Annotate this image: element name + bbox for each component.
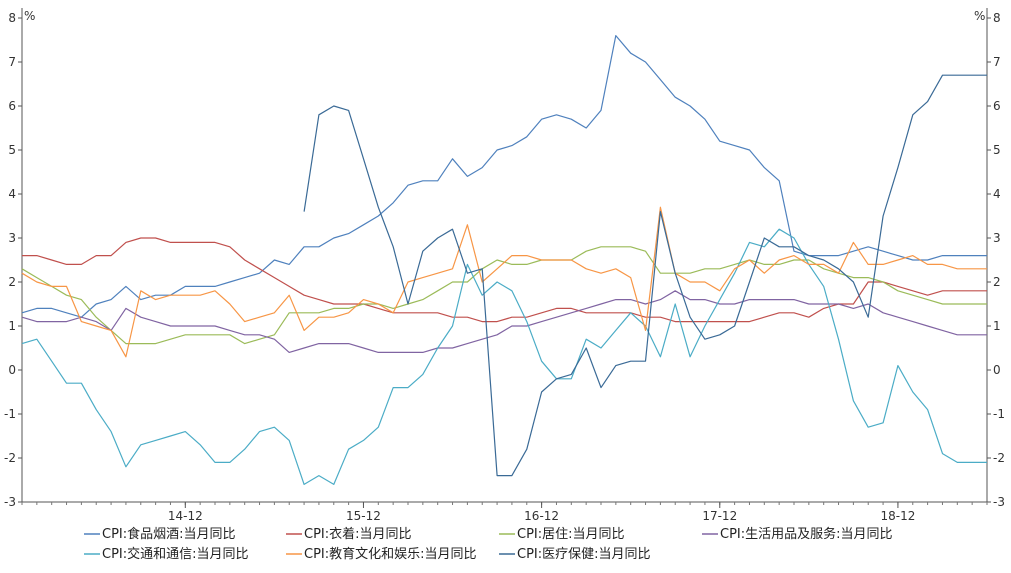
y-tick-label-left: 5	[8, 143, 16, 157]
legend: CPI:食品烟酒:当月同比 CPI:衣着:当月同比 CPI:居住:当月同比 CPI:生…	[84, 526, 893, 562]
y-tick-label-left: 7	[8, 55, 16, 69]
x-tick-label: 15-12	[346, 509, 381, 523]
legend-label-1: CPI:衣着:当月同比	[304, 526, 412, 542]
y-tick-label-left: 1	[8, 319, 16, 333]
legend-label-4: CPI:交通和通信:当月同比	[102, 546, 249, 562]
y-tick-label-right: 0	[993, 363, 1001, 377]
series-line-3	[21, 290, 987, 353]
y-tick-label-right: 2	[993, 275, 1001, 289]
y-tick-label-left: -1	[4, 407, 16, 421]
y-tick-label-left: 3	[8, 231, 16, 245]
y-tick-label-right: 7	[993, 55, 1001, 69]
y-tick-label-right: 5	[993, 143, 1001, 157]
y-tick-label-right: -1	[993, 407, 1005, 421]
y-tick-label-left: -2	[4, 451, 16, 465]
y-unit-right: %	[974, 9, 985, 23]
axes: % % -3 -3 -2 -2 -1 -1 0 0 1 1 2 2 3 3 4 4 5 5 6 6 7 7 8 8 14-12 15-…	[4, 8, 1005, 523]
y-unit-left: %	[24, 9, 35, 23]
y-tick-label-right: -2	[993, 451, 1005, 465]
x-tick-label: 14-12	[168, 509, 203, 523]
y-tick-label-right: 6	[993, 99, 1001, 113]
x-tick-label: 17-12	[702, 509, 737, 523]
y-tick-label-right: 8	[993, 11, 1001, 25]
y-tick-label-right: 1	[993, 319, 1001, 333]
y-tick-label-left: 8	[8, 11, 16, 25]
y-tick-label-left: 0	[8, 363, 16, 377]
x-tick-label: 16-12	[524, 509, 559, 523]
y-tick-label-left: 4	[8, 187, 16, 201]
legend-label-5: CPI:教育文化和娱乐:当月同比	[304, 546, 477, 562]
series-layer	[21, 35, 987, 485]
series-line-6	[303, 74, 987, 477]
y-tick-label-left: 2	[8, 275, 16, 289]
y-tick-label-right: 4	[993, 187, 1001, 201]
y-tick-label-left: -3	[4, 495, 16, 509]
legend-label-3: CPI:生活用品及服务:当月同比	[720, 526, 893, 542]
series-line-5	[21, 206, 987, 358]
x-tick-label: 18-12	[880, 509, 915, 523]
series-line-4	[21, 228, 987, 485]
y-tick-label-right: 3	[993, 231, 1001, 245]
legend-label-2: CPI:居住:当月同比	[517, 527, 625, 542]
series-line-0	[21, 35, 987, 318]
legend-label-6: CPI:医疗保健:当月同比	[517, 547, 651, 562]
y-tick-label-right: -3	[993, 495, 1005, 509]
y-tick-label-left: 6	[8, 99, 16, 113]
legend-label-0: CPI:食品烟酒:当月同比	[102, 526, 236, 542]
series-line-1	[22, 237, 987, 323]
